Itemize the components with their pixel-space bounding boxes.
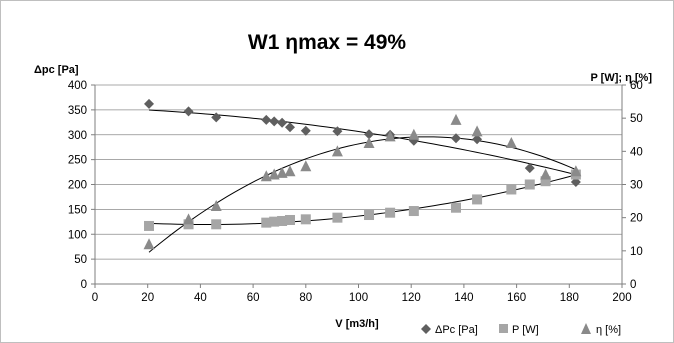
tick-label-left-300: 300 (68, 130, 87, 142)
tick-label-left-0: 0 (81, 279, 87, 291)
data-point-eta-13 (471, 125, 483, 137)
data-point-eta-3 (260, 170, 272, 182)
grid-layer (95, 84, 622, 260)
tick-label-left-200: 200 (68, 180, 87, 192)
data-point-dpc-5 (277, 117, 288, 128)
data-point-p-4 (269, 216, 280, 227)
tick-label-x-20: 20 (141, 292, 154, 304)
data-point-p-9 (364, 210, 375, 221)
tick-label-left-100: 100 (68, 229, 87, 241)
data-point-p-0 (144, 220, 155, 231)
data-point-eta-16 (570, 165, 582, 177)
data-point-eta-7 (300, 160, 312, 172)
data-point-dpc-6 (284, 122, 295, 133)
legend-label-p: P [W] (512, 324, 539, 336)
data-point-eta-11 (408, 128, 420, 140)
legend-triangle-icon (581, 323, 591, 334)
chart-title: W1 ηmax = 49% (248, 31, 406, 54)
data-point-p-2 (211, 219, 222, 230)
tick-label-left-400: 400 (68, 80, 87, 92)
data-point-dpc-2 (211, 112, 222, 123)
tick-label-x-60: 60 (247, 292, 260, 304)
data-point-dpc-14 (524, 163, 535, 174)
tick-label-left-250: 250 (68, 155, 87, 167)
data-point-dpc-1 (183, 106, 194, 117)
data-point-dpc-13 (472, 134, 483, 145)
tick-label-right-10: 10 (630, 246, 643, 258)
data-point-p-6 (284, 214, 295, 225)
data-point-p-12 (450, 202, 461, 213)
data-point-p-14 (506, 184, 517, 195)
tick-label-left-150: 150 (68, 204, 87, 216)
data-point-p-3 (261, 217, 272, 228)
legend-square-icon (499, 324, 508, 333)
data-point-eta-1 (183, 213, 195, 225)
data-point-dpc-12 (450, 133, 461, 144)
data-point-p-16 (540, 176, 551, 187)
data-point-dpc-0 (144, 98, 155, 109)
data-point-dpc-4 (269, 116, 280, 127)
data-point-p-15 (524, 179, 535, 190)
tick-label-x-80: 80 (299, 292, 312, 304)
data-point-p-10 (385, 207, 396, 218)
tick-label-x-160: 160 (507, 292, 526, 304)
tick-label-right-30: 30 (630, 180, 643, 192)
data-point-eta-9 (363, 137, 375, 149)
data-point-p-8 (332, 212, 343, 223)
data-point-p-5 (277, 215, 288, 226)
tick-label-x-200: 200 (612, 292, 631, 304)
tick-label-right-50: 50 (630, 113, 643, 125)
data-point-eta-6 (284, 165, 296, 177)
legend-label-dpc: ΔPc [Pa] (435, 324, 478, 336)
data-point-eta-0 (143, 238, 155, 250)
data-point-p-11 (408, 206, 419, 217)
data-point-p-7 (300, 214, 311, 225)
tick-label-x-140: 140 (454, 292, 473, 304)
data-point-eta-15 (540, 168, 552, 180)
data-point-eta-4 (268, 168, 280, 180)
data-point-eta-12 (450, 113, 462, 125)
data-point-dpc-8 (332, 126, 343, 137)
tick-label-right-60: 60 (630, 80, 643, 92)
tick-label-x-100: 100 (349, 292, 368, 304)
tick-label-right-0: 0 (630, 279, 636, 291)
data-point-dpc-3 (261, 114, 272, 125)
legend-diamond-icon (421, 324, 431, 334)
trendline-series-0 (148, 109, 577, 176)
tick-label-x-180: 180 (560, 292, 579, 304)
tick-label-x-120: 120 (402, 292, 421, 304)
y-axis-left-title: Δpc [Pa] (34, 64, 79, 76)
data-point-eta-8 (331, 145, 343, 157)
data-point-dpc-9 (364, 129, 375, 140)
x-axis-title: V [m3/h] (335, 318, 379, 330)
tick-label-x-40: 40 (194, 292, 207, 304)
marks-layer (143, 98, 582, 250)
tick-label-left-50: 50 (74, 254, 87, 266)
data-point-dpc-7 (300, 125, 311, 136)
data-point-eta-2 (210, 200, 222, 212)
tick-label-right-20: 20 (630, 213, 643, 225)
legend: ΔPc [Pa] P [W] η [%] (421, 323, 621, 336)
data-point-eta-10 (384, 130, 396, 142)
data-point-eta-5 (276, 166, 288, 178)
data-point-p-13 (472, 194, 483, 205)
tick-label-x-0: 0 (92, 292, 98, 304)
y-axis-right-title: P [W]; η [%] (590, 72, 652, 84)
legend-label-eta: η [%] (596, 324, 621, 336)
data-point-eta-14 (505, 137, 517, 149)
tick-label-left-350: 350 (68, 105, 87, 117)
trendline-series-2 (148, 136, 577, 253)
tick-label-right-40: 40 (630, 146, 643, 158)
